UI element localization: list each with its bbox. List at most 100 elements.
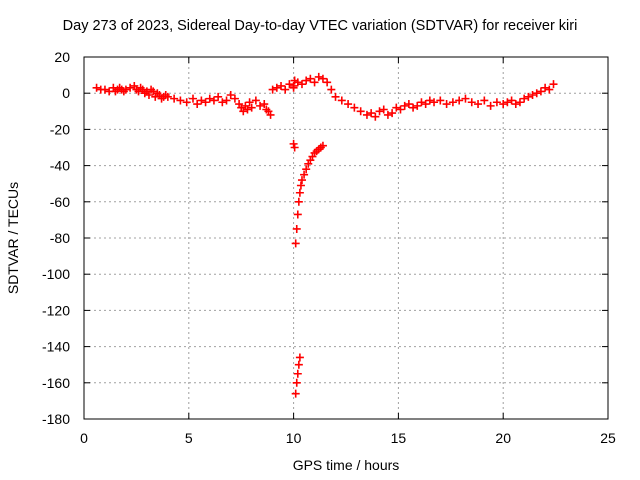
data-point: [266, 110, 275, 119]
data-point: [100, 85, 109, 94]
y-tick-label: -120: [42, 302, 70, 318]
y-tick-label: 0: [62, 85, 70, 101]
data-point: [323, 78, 332, 87]
y-tick-label: -100: [42, 266, 70, 282]
data-point: [285, 80, 294, 89]
data-point: [486, 101, 495, 110]
y-tick-label: -160: [42, 375, 70, 391]
data-point: [302, 165, 311, 174]
data-point: [292, 378, 301, 387]
data-point: [511, 100, 520, 109]
data-point: [291, 389, 300, 398]
data-point: [243, 105, 252, 114]
data-point: [448, 98, 457, 107]
data-point: [503, 98, 512, 107]
data-point: [260, 100, 269, 109]
data-point: [297, 176, 306, 185]
axis-ticks: 0 5 10 15 20 25 20 0 -20 -40 -60 -80 -100 -120 -140 -16…: [42, 49, 616, 446]
data-point: [362, 110, 371, 119]
data-point: [499, 100, 508, 109]
data-point: [413, 101, 422, 110]
data-point: [337, 96, 346, 105]
data-point: [520, 94, 529, 103]
data-point: [524, 92, 533, 101]
data-point: [455, 96, 464, 105]
x-tick-label: 10: [286, 430, 302, 446]
data-point: [375, 107, 384, 116]
data-point: [289, 139, 298, 148]
data-point: [291, 239, 300, 248]
data-point: [281, 85, 290, 94]
data-point: [400, 101, 409, 110]
data-point: [290, 143, 299, 152]
data-point: [170, 94, 179, 103]
data-point: [392, 103, 401, 112]
y-tick-label: -20: [50, 121, 70, 137]
data-point: [371, 112, 380, 121]
y-tick-label: 20: [54, 49, 70, 65]
data-point: [188, 94, 197, 103]
x-axis-label: GPS time / hours: [293, 457, 400, 473]
data-point: [467, 98, 476, 107]
y-tick-label: -140: [42, 339, 70, 355]
data-point: [318, 74, 327, 83]
data-point: [436, 96, 445, 105]
data-point: [176, 96, 185, 105]
data-point: [300, 170, 309, 179]
y-tick-label: -60: [50, 194, 70, 210]
data-point: [226, 91, 235, 100]
data-points: [92, 72, 558, 398]
x-tick-label: 15: [391, 430, 407, 446]
data-point: [197, 96, 206, 105]
data-point: [239, 107, 248, 116]
data-point: [356, 107, 365, 116]
data-point: [289, 81, 298, 90]
data-point: [532, 89, 541, 98]
data-point: [549, 80, 558, 89]
x-tick-label: 20: [495, 430, 511, 446]
data-point: [144, 91, 153, 100]
data-point: [296, 181, 305, 190]
data-point: [388, 109, 397, 118]
data-point: [247, 103, 256, 112]
data-point: [163, 92, 172, 101]
data-point: [528, 91, 537, 100]
data-point: [268, 85, 277, 94]
data-point: [251, 96, 260, 105]
data-point: [293, 210, 302, 219]
data-point: [545, 85, 554, 94]
data-point: [222, 96, 231, 105]
data-point: [344, 100, 353, 109]
data-point: [302, 76, 311, 85]
data-point: [421, 100, 430, 109]
data-point: [295, 353, 304, 362]
data-point: [149, 87, 158, 96]
x-tick-label: 25: [600, 430, 616, 446]
data-point: [297, 80, 306, 89]
data-point: [293, 369, 302, 378]
data-point: [331, 92, 340, 101]
data-point: [92, 83, 101, 92]
data-point: [306, 74, 315, 83]
chart-title: Day 273 of 2023, Sidereal Day-to-day VTE…: [62, 18, 578, 34]
data-point: [417, 98, 426, 107]
data-point: [314, 72, 323, 81]
data-point: [182, 98, 191, 107]
x-tick-label: 5: [185, 430, 193, 446]
data-point: [201, 98, 210, 107]
data-point: [193, 100, 202, 109]
y-tick-label: -180: [42, 411, 70, 427]
data-point: [461, 94, 470, 103]
data-point: [383, 110, 392, 119]
data-point: [327, 85, 336, 94]
data-point: [507, 96, 516, 105]
data-point: [256, 101, 265, 110]
data-point: [409, 103, 418, 112]
data-point: [294, 360, 303, 369]
data-point: [277, 81, 286, 90]
data-point: [492, 98, 501, 107]
data-point: [404, 100, 413, 109]
data-point: [442, 100, 451, 109]
data-point: [379, 105, 388, 114]
